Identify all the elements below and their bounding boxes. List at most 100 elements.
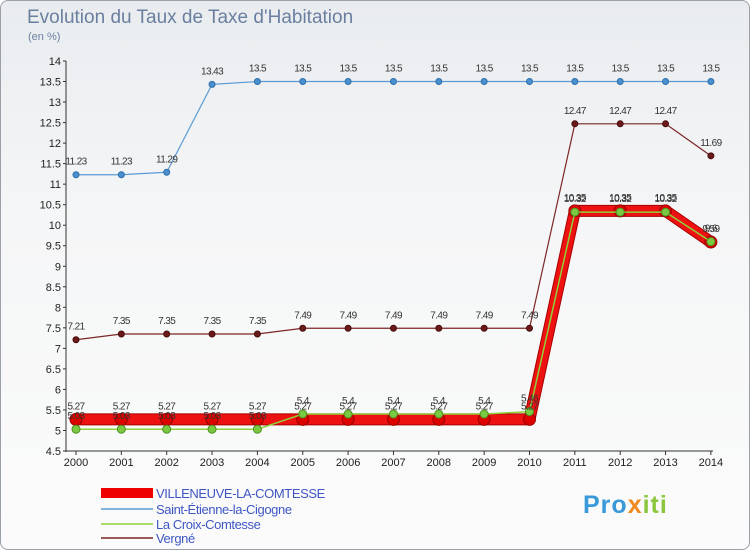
y-tick-label: 10 <box>49 220 61 232</box>
data-label-villeneuve-la-comtesse: 5.27 <box>158 401 176 412</box>
x-tick-label: 2001 <box>109 457 133 469</box>
chart-title: Evolution du Taux de Taxe d'Habitation <box>27 7 354 28</box>
y-tick-label: 14 <box>49 56 61 68</box>
data-point-saint-tienne-la-cigogne <box>616 78 624 86</box>
data-label-villeneuve-la-comtesse: 5.27 <box>476 401 494 412</box>
data-point-vergn <box>253 330 261 338</box>
data-label-saint-tienne-la-cigogne: 13.5 <box>657 64 675 75</box>
data-point-vergn <box>117 330 125 338</box>
data-point-vergn <box>662 120 670 128</box>
y-tick-label: 6 <box>55 384 61 396</box>
data-label-la-croix-comtesse: 5.03 <box>113 411 131 422</box>
data-point-vergn <box>435 324 443 332</box>
data-label-vergn: 7.35 <box>249 316 267 327</box>
data-point-saint-tienne-la-cigogne <box>163 168 171 176</box>
data-label-saint-tienne-la-cigogne: 13.5 <box>249 64 267 75</box>
data-label-villeneuve-la-comtesse: 10.35 <box>564 193 587 204</box>
y-tick-label: 11.5 <box>40 159 61 171</box>
data-point-la-croix-comtesse <box>116 424 126 434</box>
chart-subtitle: (en %) <box>28 31 61 43</box>
data-point-vergn <box>72 336 80 344</box>
data-label-saint-tienne-la-cigogne: 13.43 <box>201 66 224 77</box>
y-tick-label: 5.5 <box>46 405 61 417</box>
data-point-saint-tienne-la-cigogne <box>480 78 488 86</box>
data-point-la-croix-comtesse <box>162 424 172 434</box>
y-tick-label: 11 <box>50 179 61 191</box>
data-label-la-croix-comtesse: 10.32 <box>564 194 587 205</box>
data-label-saint-tienne-la-cigogne: 11.23 <box>111 157 133 168</box>
y-tick-label: 4.5 <box>46 446 61 458</box>
data-point-la-croix-comtesse <box>71 424 81 434</box>
data-label-vergn: 7.49 <box>294 310 312 321</box>
data-point-la-croix-comtesse <box>570 207 580 217</box>
data-label-vergn: 12.47 <box>564 106 587 117</box>
y-tick-label: 12.5 <box>40 118 61 130</box>
data-label-vergn: 7.35 <box>113 316 131 327</box>
data-label-vergn: 12.47 <box>609 106 632 117</box>
data-label-la-croix-comtesse: 5.4 <box>297 396 310 407</box>
data-label-saint-tienne-la-cigogne: 13.5 <box>702 64 720 75</box>
data-point-saint-tienne-la-cigogne <box>208 80 216 88</box>
data-point-la-croix-comtesse <box>706 237 716 247</box>
data-label-la-croix-comtesse: 5.03 <box>249 411 267 422</box>
data-point-vergn <box>208 330 216 338</box>
data-point-la-croix-comtesse <box>298 409 308 419</box>
data-label-villeneuve-la-comtesse: 5.27 <box>204 401 222 412</box>
data-label-la-croix-comtesse: 10.32 <box>609 194 632 205</box>
data-label-vergn: 7.49 <box>521 310 539 321</box>
data-label-vergn: 7.49 <box>430 310 448 321</box>
data-point-saint-tienne-la-cigogne <box>72 171 80 179</box>
legend-swatch-villeneuve-la-comtesse <box>101 488 153 498</box>
data-point-saint-tienne-la-cigogne <box>117 171 125 179</box>
data-label-la-croix-comtesse: 5.46 <box>521 394 539 405</box>
data-label-villeneuve-la-comtesse: 5.27 <box>113 401 131 412</box>
y-tick-label: 10.5 <box>40 200 61 212</box>
x-tick-label: 2008 <box>427 457 451 469</box>
data-point-la-croix-comtesse <box>207 424 217 434</box>
data-label-la-croix-comtesse: 5.4 <box>478 396 491 407</box>
data-point-vergn <box>344 324 352 332</box>
data-label-saint-tienne-la-cigogne: 13.5 <box>340 64 358 75</box>
data-point-vergn <box>526 324 533 332</box>
data-label-villeneuve-la-comtesse: 5.27 <box>385 401 403 412</box>
data-label-saint-tienne-la-cigogne: 13.5 <box>612 64 630 75</box>
data-label-villeneuve-la-comtesse: 5.27 <box>521 401 539 412</box>
data-point-vergn <box>707 152 715 160</box>
x-tick-label: 2005 <box>291 457 315 469</box>
data-label-la-croix-comtesse: 5.03 <box>67 411 85 422</box>
y-tick-label: 7.5 <box>46 323 61 335</box>
x-tick-label: 2002 <box>154 457 178 469</box>
data-label-saint-tienne-la-cigogne: 13.5 <box>566 64 584 75</box>
data-label-villeneuve-la-comtesse: 5.27 <box>430 401 448 412</box>
x-tick-label: 2011 <box>563 457 587 469</box>
x-tick-label: 2007 <box>381 457 405 469</box>
y-tick-label: 9.5 <box>46 241 61 253</box>
y-tick-label: 12 <box>49 138 61 150</box>
data-point-la-croix-comtesse <box>479 409 489 419</box>
data-label-vergn: 11.69 <box>700 138 722 149</box>
legend-label-saint-tienne-la-cigogne: Saint-Étienne-la-Cigogne <box>156 502 292 517</box>
data-label-saint-tienne-la-cigogne: 13.5 <box>476 64 494 75</box>
x-tick-label: 2014 <box>699 457 723 469</box>
y-tick-label: 7 <box>55 343 61 355</box>
data-label-saint-tienne-la-cigogne: 11.29 <box>156 154 178 165</box>
data-point-saint-tienne-la-cigogne <box>571 78 579 86</box>
x-tick-label: 2013 <box>653 457 677 469</box>
data-point-saint-tienne-la-cigogne <box>344 78 352 86</box>
x-tick-label: 2000 <box>64 457 88 469</box>
data-point-saint-tienne-la-cigogne <box>707 78 715 86</box>
data-label-villeneuve-la-comtesse: 5.27 <box>249 401 267 412</box>
data-point-vergn <box>571 120 579 128</box>
data-label-saint-tienne-la-cigogne: 13.5 <box>430 64 448 75</box>
data-label-villeneuve-la-comtesse: 9.59 <box>702 224 720 235</box>
legend-label-la-croix-comtesse: La Croix-Comtesse <box>156 517 261 532</box>
y-tick-label: 8 <box>55 302 61 314</box>
y-tick-label: 5 <box>55 425 61 437</box>
data-point-vergn <box>299 324 307 332</box>
data-label-villeneuve-la-comtesse: 10.35 <box>609 193 632 204</box>
data-point-vergn <box>389 324 397 332</box>
data-label-saint-tienne-la-cigogne: 13.5 <box>385 64 403 75</box>
x-tick-label: 2006 <box>336 457 360 469</box>
